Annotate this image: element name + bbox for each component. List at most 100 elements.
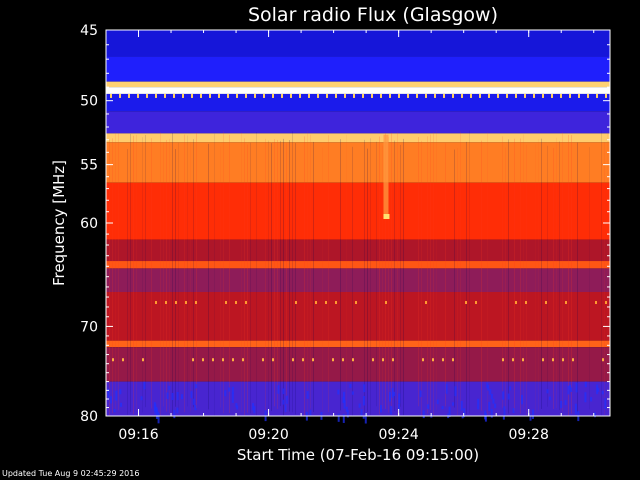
periodic-dot: [254, 93, 256, 98]
periodic-dot: [569, 93, 571, 98]
texture-streak: [397, 132, 398, 415]
texture-streak: [520, 138, 521, 414]
texture-speckle: [379, 405, 382, 413]
heatmap-band: [106, 56, 610, 82]
texture-streak: [196, 132, 197, 409]
heatmap-band: [106, 347, 610, 382]
texture-streak: [394, 140, 395, 411]
texture-streak: [457, 147, 458, 416]
periodic-dot: [398, 93, 400, 98]
texture-streak: [382, 145, 383, 409]
periodic-dot: [470, 93, 472, 98]
heatmap-band: [106, 381, 610, 416]
texture-speckle: [477, 398, 480, 410]
texture-streak: [151, 138, 152, 409]
texture-speckle: [342, 414, 345, 423]
texture-speckle: [419, 390, 422, 398]
texture-streak: [556, 137, 557, 409]
periodic-dot: [222, 358, 224, 362]
texture-streak: [178, 142, 179, 411]
periodic-dot: [533, 93, 535, 98]
texture-streak: [184, 134, 185, 413]
periodic-dot: [335, 301, 337, 305]
periodic-dot: [352, 358, 354, 362]
texture-speckle: [445, 383, 448, 394]
texture-streak: [535, 144, 536, 413]
periodic-dot: [192, 358, 194, 362]
periodic-dot: [315, 301, 317, 305]
periodic-dot: [362, 93, 364, 98]
periodic-dot: [497, 93, 499, 98]
texture-streak: [523, 134, 524, 409]
periodic-dot: [272, 358, 274, 362]
periodic-dot: [407, 93, 409, 98]
periodic-dot: [355, 301, 357, 305]
texture-streak: [466, 141, 467, 415]
periodic-dot: [218, 93, 220, 98]
periodic-dot: [587, 93, 589, 98]
periodic-dot: [119, 93, 121, 98]
periodic-dot: [326, 93, 328, 98]
texture-speckle: [192, 398, 195, 405]
texture-streak: [559, 141, 560, 411]
periodic-dot: [272, 93, 274, 98]
periodic-dot: [325, 301, 327, 305]
texture-speckle: [236, 405, 239, 410]
texture-streak: [322, 147, 323, 411]
texture-speckle: [358, 403, 361, 408]
periodic-dot: [262, 358, 264, 362]
texture-speckle: [166, 392, 169, 399]
periodic-dot: [560, 93, 562, 98]
periodic-dot: [416, 93, 418, 98]
texture-speckle: [393, 391, 396, 397]
texture-speckle: [487, 384, 490, 391]
texture-streak: [277, 139, 278, 409]
heatmap-band: [106, 340, 610, 348]
y-axis-label: Frequency [MHz]: [50, 160, 68, 286]
texture-speckle: [492, 398, 495, 404]
texture-speckle: [143, 381, 146, 390]
periodic-dot: [236, 93, 238, 98]
periodic-dot: [452, 358, 454, 362]
texture-streak: [562, 132, 563, 412]
texture-speckle: [228, 387, 231, 392]
texture-speckle: [231, 386, 234, 394]
texture-speckle: [436, 399, 439, 405]
texture-speckle: [360, 409, 363, 416]
texture-speckle: [155, 408, 158, 419]
y-tick-label: 70: [80, 319, 98, 335]
texture-speckle: [342, 391, 345, 403]
texture-speckle: [282, 388, 285, 395]
periodic-dot: [385, 301, 387, 305]
texture-streak: [433, 132, 434, 416]
texture-streak: [145, 134, 146, 408]
texture-streak: [370, 138, 371, 416]
texture-speckle: [567, 385, 570, 395]
periodic-dot: [232, 358, 234, 362]
texture-streak: [430, 134, 431, 411]
texture-streak: [304, 136, 305, 416]
periodic-dot: [146, 93, 148, 98]
periodic-dot: [595, 301, 597, 305]
texture-streak: [274, 139, 275, 407]
chart-title: Solar radio Flux (Glasgow): [248, 4, 498, 26]
periodic-dot: [434, 93, 436, 98]
texture-streak: [313, 141, 314, 413]
texture-speckle: [224, 390, 227, 397]
texture-speckle: [115, 390, 118, 401]
periodic-dot: [290, 93, 292, 98]
texture-streak: [385, 132, 386, 409]
texture-streak: [487, 131, 488, 415]
periodic-dot: [389, 93, 391, 98]
texture-speckle: [190, 391, 193, 399]
texture-streak: [376, 141, 377, 407]
x-tick-label: 09:20: [248, 427, 288, 443]
periodic-dot: [465, 301, 467, 305]
heatmap-band: [106, 133, 610, 143]
texture-streak: [208, 143, 209, 410]
periodic-dot: [302, 358, 304, 362]
texture-speckle: [427, 404, 430, 409]
texture-streak: [364, 139, 365, 414]
texture-speckle: [601, 390, 604, 395]
texture-speckle: [306, 391, 309, 399]
